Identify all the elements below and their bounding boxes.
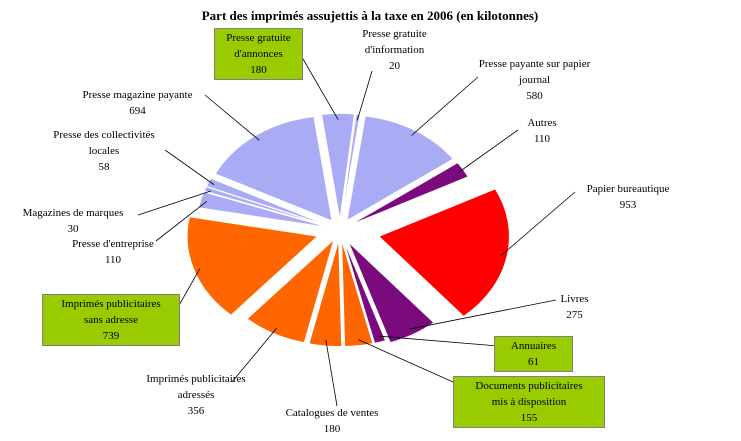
- leader-line-presse-collectivites: [164, 149, 215, 186]
- pie-slice-presse-gratuite-annonces: [321, 113, 355, 219]
- slice-label-presse-collectivites: Presse des collectivités locales 58: [30, 127, 178, 175]
- slice-label-imprimes-sans-adresse: Imprimés publicitaires sans adresse 739: [42, 294, 180, 346]
- slice-label-text: locales: [88, 145, 120, 157]
- slice-label-text: mis à disposition: [491, 396, 567, 408]
- slice-label-value: 580: [526, 90, 543, 102]
- slice-label-value: 180: [250, 64, 267, 76]
- slice-label-annuaires: Annuaires 61: [494, 336, 573, 372]
- slice-label-text: Presse magazine payante: [82, 89, 193, 101]
- pie-slice-presse-payante-journal: [346, 115, 454, 221]
- pie-slice-presse-gratuite-information: [341, 113, 361, 219]
- slice-label-value: 739: [102, 330, 120, 342]
- pie-slice-presse-magazine-payante: [215, 116, 333, 222]
- slice-label-text: adressés: [177, 389, 215, 401]
- leader-lines: [137, 51, 576, 407]
- slice-label-presse-entreprise: Presse d'entreprise 110: [53, 236, 173, 268]
- slice-label-value: 30: [67, 223, 79, 235]
- slice-label-imprimes-adresses: Imprimés publicitaires adressés 356: [130, 371, 262, 419]
- pie-slice-documents-publicitaires: [341, 241, 374, 347]
- pie-slice-imprimes-sans-adresse: [187, 216, 318, 316]
- slice-label-documents-publicitaires: Documents publicitaires mis à disposition…: [453, 376, 605, 428]
- leader-line-documents-publicitaires: [357, 339, 463, 387]
- leader-line-autres: [457, 129, 519, 174]
- leader-line-annuaires: [378, 335, 499, 347]
- slice-label-presse-payante-journal: Presse payante sur papier journal 580: [447, 56, 622, 104]
- leader-line-presse-entreprise: [155, 200, 207, 242]
- leader-line-papier-bureautique: [500, 191, 576, 257]
- slice-label-value: 110: [533, 133, 551, 145]
- leader-line-imprimes-adresses: [231, 327, 277, 383]
- slice-label-papier-bureautique: Papier bureautique 953: [573, 181, 683, 213]
- slice-label-autres: Autres 110: [512, 115, 572, 147]
- slice-label-text: Presse des collectivités: [53, 129, 155, 141]
- slice-label-value: 694: [129, 105, 146, 117]
- slice-label-value: 155: [520, 412, 538, 424]
- pie-slices: [187, 113, 510, 347]
- pie-slice-autres: [351, 162, 469, 225]
- pie-slice-catalogues-ventes: [308, 241, 342, 347]
- slice-label-value: 180: [323, 423, 341, 435]
- slice-label-presse-gratuite-information: Presse gratuite d'information 20: [347, 26, 442, 74]
- pie-slice-magazines-marques: [203, 186, 327, 227]
- slice-label-livres: Livres 275: [552, 291, 597, 323]
- slice-label-text: Papier bureautique: [586, 183, 670, 195]
- slice-label-text: Magazines de marques: [22, 207, 124, 219]
- leader-line-livres: [410, 299, 557, 330]
- leader-line-magazines-marques: [137, 190, 211, 216]
- leader-line-presse-magazine-payante: [204, 94, 260, 141]
- slice-label-value: 58: [98, 161, 110, 173]
- pie-slice-livres: [348, 242, 434, 343]
- slice-label-text: Presse payante sur papier: [478, 58, 591, 70]
- pie-slice-papier-bureautique: [378, 188, 510, 317]
- leader-line-presse-payante-journal: [411, 76, 479, 136]
- slice-label-value: 953: [619, 199, 637, 211]
- slice-label-text: Catalogues de ventes: [285, 407, 379, 419]
- slice-label-text: Presse gratuite: [226, 32, 291, 44]
- slice-label-catalogues-ventes: Catalogues de ventes 180: [267, 405, 397, 437]
- slice-label-text: sans adresse: [83, 314, 139, 326]
- slice-label-text: d'annonces: [234, 48, 283, 60]
- pie-slice-imprimes-adresses: [246, 239, 335, 343]
- pie-slice-annuaires: [343, 240, 386, 344]
- slice-label-text: Imprimés publicitaires: [146, 373, 246, 385]
- leader-line-presse-gratuite-information: [356, 70, 373, 121]
- slice-label-value: 356: [187, 405, 205, 417]
- slice-label-text: d'information: [364, 44, 425, 56]
- leader-line-presse-gratuite-annonces: [298, 51, 339, 120]
- slice-label-value: 20: [389, 60, 400, 72]
- slice-label-presse-gratuite-annonces: Presse gratuite d'annonces 180: [214, 28, 303, 80]
- slice-label-value: 110: [104, 254, 122, 266]
- slice-label-text: journal: [518, 74, 551, 86]
- slice-label-presse-magazine-payante: Presse magazine payante 694: [60, 87, 215, 119]
- slice-label-value: 61: [528, 356, 539, 368]
- slice-label-text: Presse d'entreprise: [72, 238, 154, 250]
- slice-label-text: Documents publicitaires: [475, 380, 583, 392]
- chart-title: Part des imprimés assujettis à la taxe e…: [202, 8, 539, 23]
- slice-label-text: Livres: [560, 293, 589, 305]
- slice-label-value: 275: [566, 309, 583, 321]
- slice-label-text: Imprimés publicitaires: [61, 298, 161, 310]
- leader-line-catalogues-ventes: [325, 339, 338, 407]
- pie-slice-presse-collectivites: [206, 178, 328, 226]
- slice-label-text: Presse gratuite: [362, 28, 427, 40]
- slice-label-magazines-marques: Magazines de marques 30: [12, 205, 134, 237]
- slice-label-text: Annuaires: [510, 340, 557, 352]
- slice-label-text: Autres: [527, 117, 557, 129]
